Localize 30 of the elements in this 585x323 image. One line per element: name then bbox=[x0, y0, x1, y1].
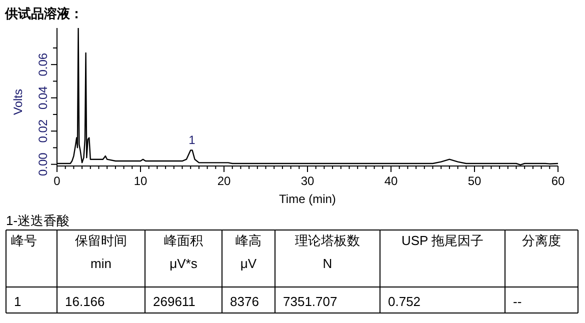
text: 峰高 μV bbox=[236, 233, 262, 271]
text: 0.752 bbox=[388, 294, 421, 309]
text: -- bbox=[513, 294, 522, 309]
y-tick-label: 0.00 bbox=[36, 152, 50, 176]
text: 7351.707 bbox=[283, 294, 338, 309]
x-tick-label: 20 bbox=[217, 174, 231, 188]
text: 269611 bbox=[153, 294, 196, 309]
x-tick-label: 10 bbox=[134, 174, 148, 188]
text: 峰面积 μV*s bbox=[164, 233, 203, 271]
y-axis-title: Volts bbox=[11, 88, 25, 116]
text: 16.166 bbox=[65, 294, 105, 309]
x-tick-label: 0 bbox=[54, 174, 61, 188]
x-tick-label: 30 bbox=[300, 174, 314, 188]
text: USP 拖尾因子 bbox=[401, 233, 484, 248]
x-tick-label: 60 bbox=[551, 174, 565, 188]
y-tick-label: 0.06 bbox=[36, 52, 50, 76]
annotation: 1 bbox=[188, 133, 196, 148]
text: 1-迷迭香酸 bbox=[6, 213, 70, 228]
text: 1 bbox=[14, 294, 22, 309]
text: 保留时间 min bbox=[75, 233, 127, 271]
text: 峰号 bbox=[11, 233, 37, 248]
text: 理论塔板数 N bbox=[295, 233, 360, 271]
text: 分离度 bbox=[522, 233, 561, 248]
chart-title: 供试品溶液： bbox=[4, 6, 83, 21]
x-axis-title: Time (min) bbox=[279, 192, 336, 206]
x-tick-label: 40 bbox=[384, 174, 398, 188]
y-tick-label: 0.02 bbox=[36, 119, 50, 143]
text: 8376 bbox=[230, 294, 259, 309]
y-tick-label: 0.04 bbox=[36, 86, 50, 110]
x-tick-label: 50 bbox=[468, 174, 482, 188]
